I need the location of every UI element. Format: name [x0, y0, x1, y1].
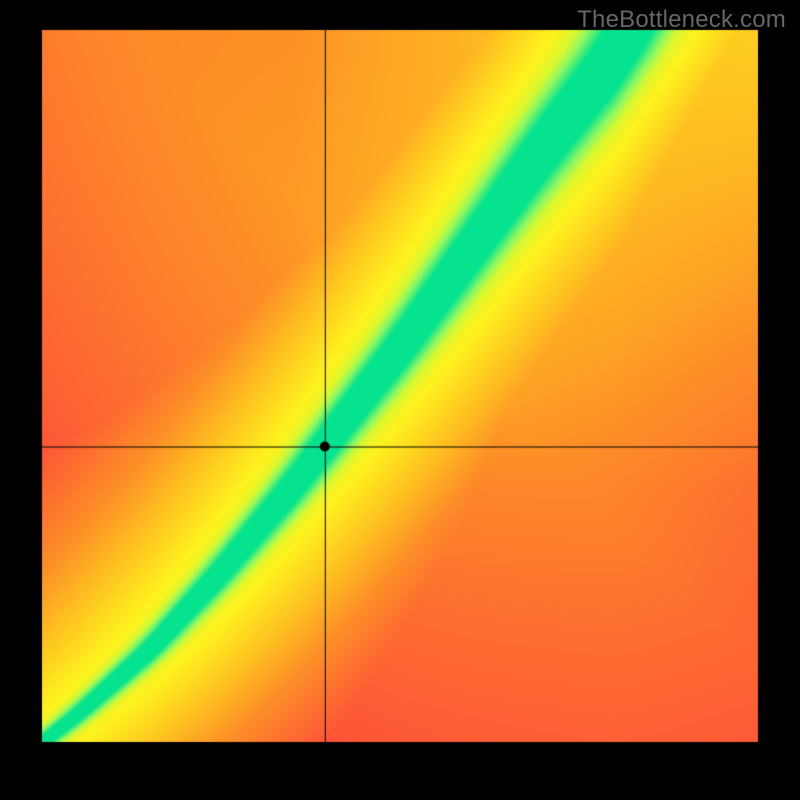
chart-container: TheBottleneck.com	[0, 0, 800, 800]
watermark-text: TheBottleneck.com	[577, 6, 786, 34]
heatmap-canvas	[0, 0, 800, 800]
